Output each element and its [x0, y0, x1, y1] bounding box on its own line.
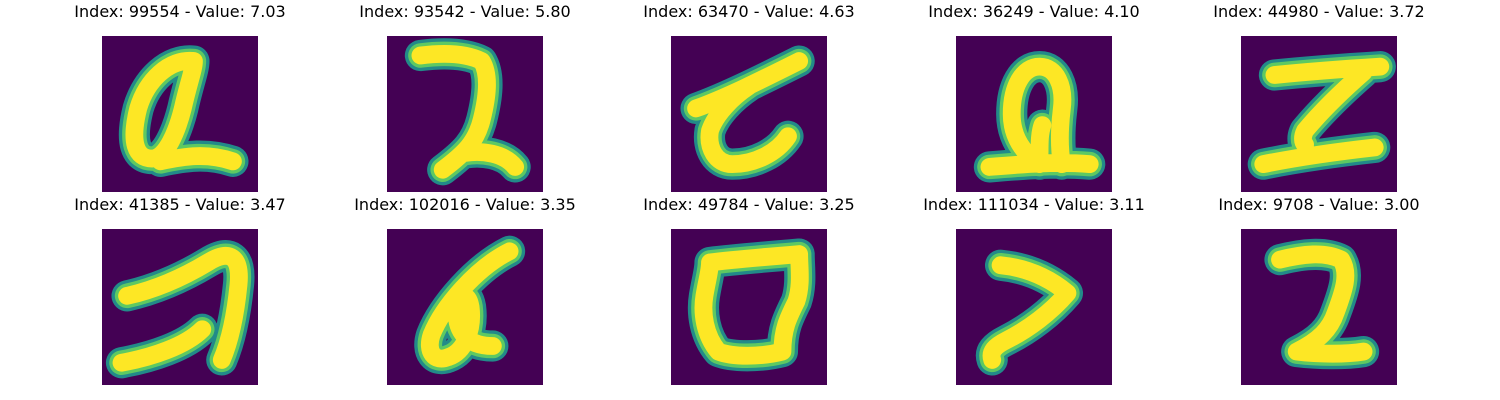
panel-title: Index: 99554 - Value: 7.03	[38, 0, 322, 24]
hook-digit-icon	[387, 36, 543, 192]
panel: Index: 63470 - Value: 4.63	[607, 0, 891, 190]
panel-title: Index: 44980 - Value: 3.72	[1177, 0, 1461, 24]
looped-base-digit-icon	[956, 36, 1112, 192]
panel-title: Index: 41385 - Value: 3.47	[38, 193, 322, 217]
z-digit-icon	[1241, 36, 1397, 192]
panel-title: Index: 93542 - Value: 5.80	[323, 0, 607, 24]
panel-title: Index: 49784 - Value: 3.25	[607, 193, 891, 217]
crossed-t-digit-icon	[671, 36, 827, 192]
panel-title: Index: 36249 - Value: 4.10	[892, 0, 1176, 24]
arc-digit-icon	[102, 229, 258, 385]
digit-image	[1241, 229, 1397, 385]
chevron-digit-icon	[956, 229, 1112, 385]
panel-title: Index: 111034 - Value: 3.11	[892, 193, 1176, 217]
digit-image	[387, 36, 543, 192]
ring-digit-icon	[671, 229, 827, 385]
panel: Index: 41385 - Value: 3.47	[38, 193, 322, 383]
panel: Index: 9708 - Value: 3.00	[1177, 193, 1461, 383]
two-digit-icon	[1241, 229, 1397, 385]
digit-image	[1241, 36, 1397, 192]
panel: Index: 36249 - Value: 4.10	[892, 0, 1176, 190]
slanted-loop-digit-icon	[387, 229, 543, 385]
digit-image	[102, 229, 258, 385]
digit-image	[956, 229, 1112, 385]
digit-image	[956, 36, 1112, 192]
panel-title: Index: 63470 - Value: 4.63	[607, 0, 891, 24]
panel: Index: 99554 - Value: 7.03	[38, 0, 322, 190]
panel-title: Index: 102016 - Value: 3.35	[323, 193, 607, 217]
panel: Index: 49784 - Value: 3.25	[607, 193, 891, 383]
digit-image	[102, 36, 258, 192]
panel: Index: 111034 - Value: 3.11	[892, 193, 1176, 383]
panel: Index: 93542 - Value: 5.80	[323, 0, 607, 190]
digit-image	[671, 229, 827, 385]
loop-digit-icon	[102, 36, 258, 192]
panel-title: Index: 9708 - Value: 3.00	[1177, 193, 1461, 217]
digit-image	[387, 229, 543, 385]
panel: Index: 102016 - Value: 3.35	[323, 193, 607, 383]
panel: Index: 44980 - Value: 3.72	[1177, 0, 1461, 190]
digit-image	[671, 36, 827, 192]
